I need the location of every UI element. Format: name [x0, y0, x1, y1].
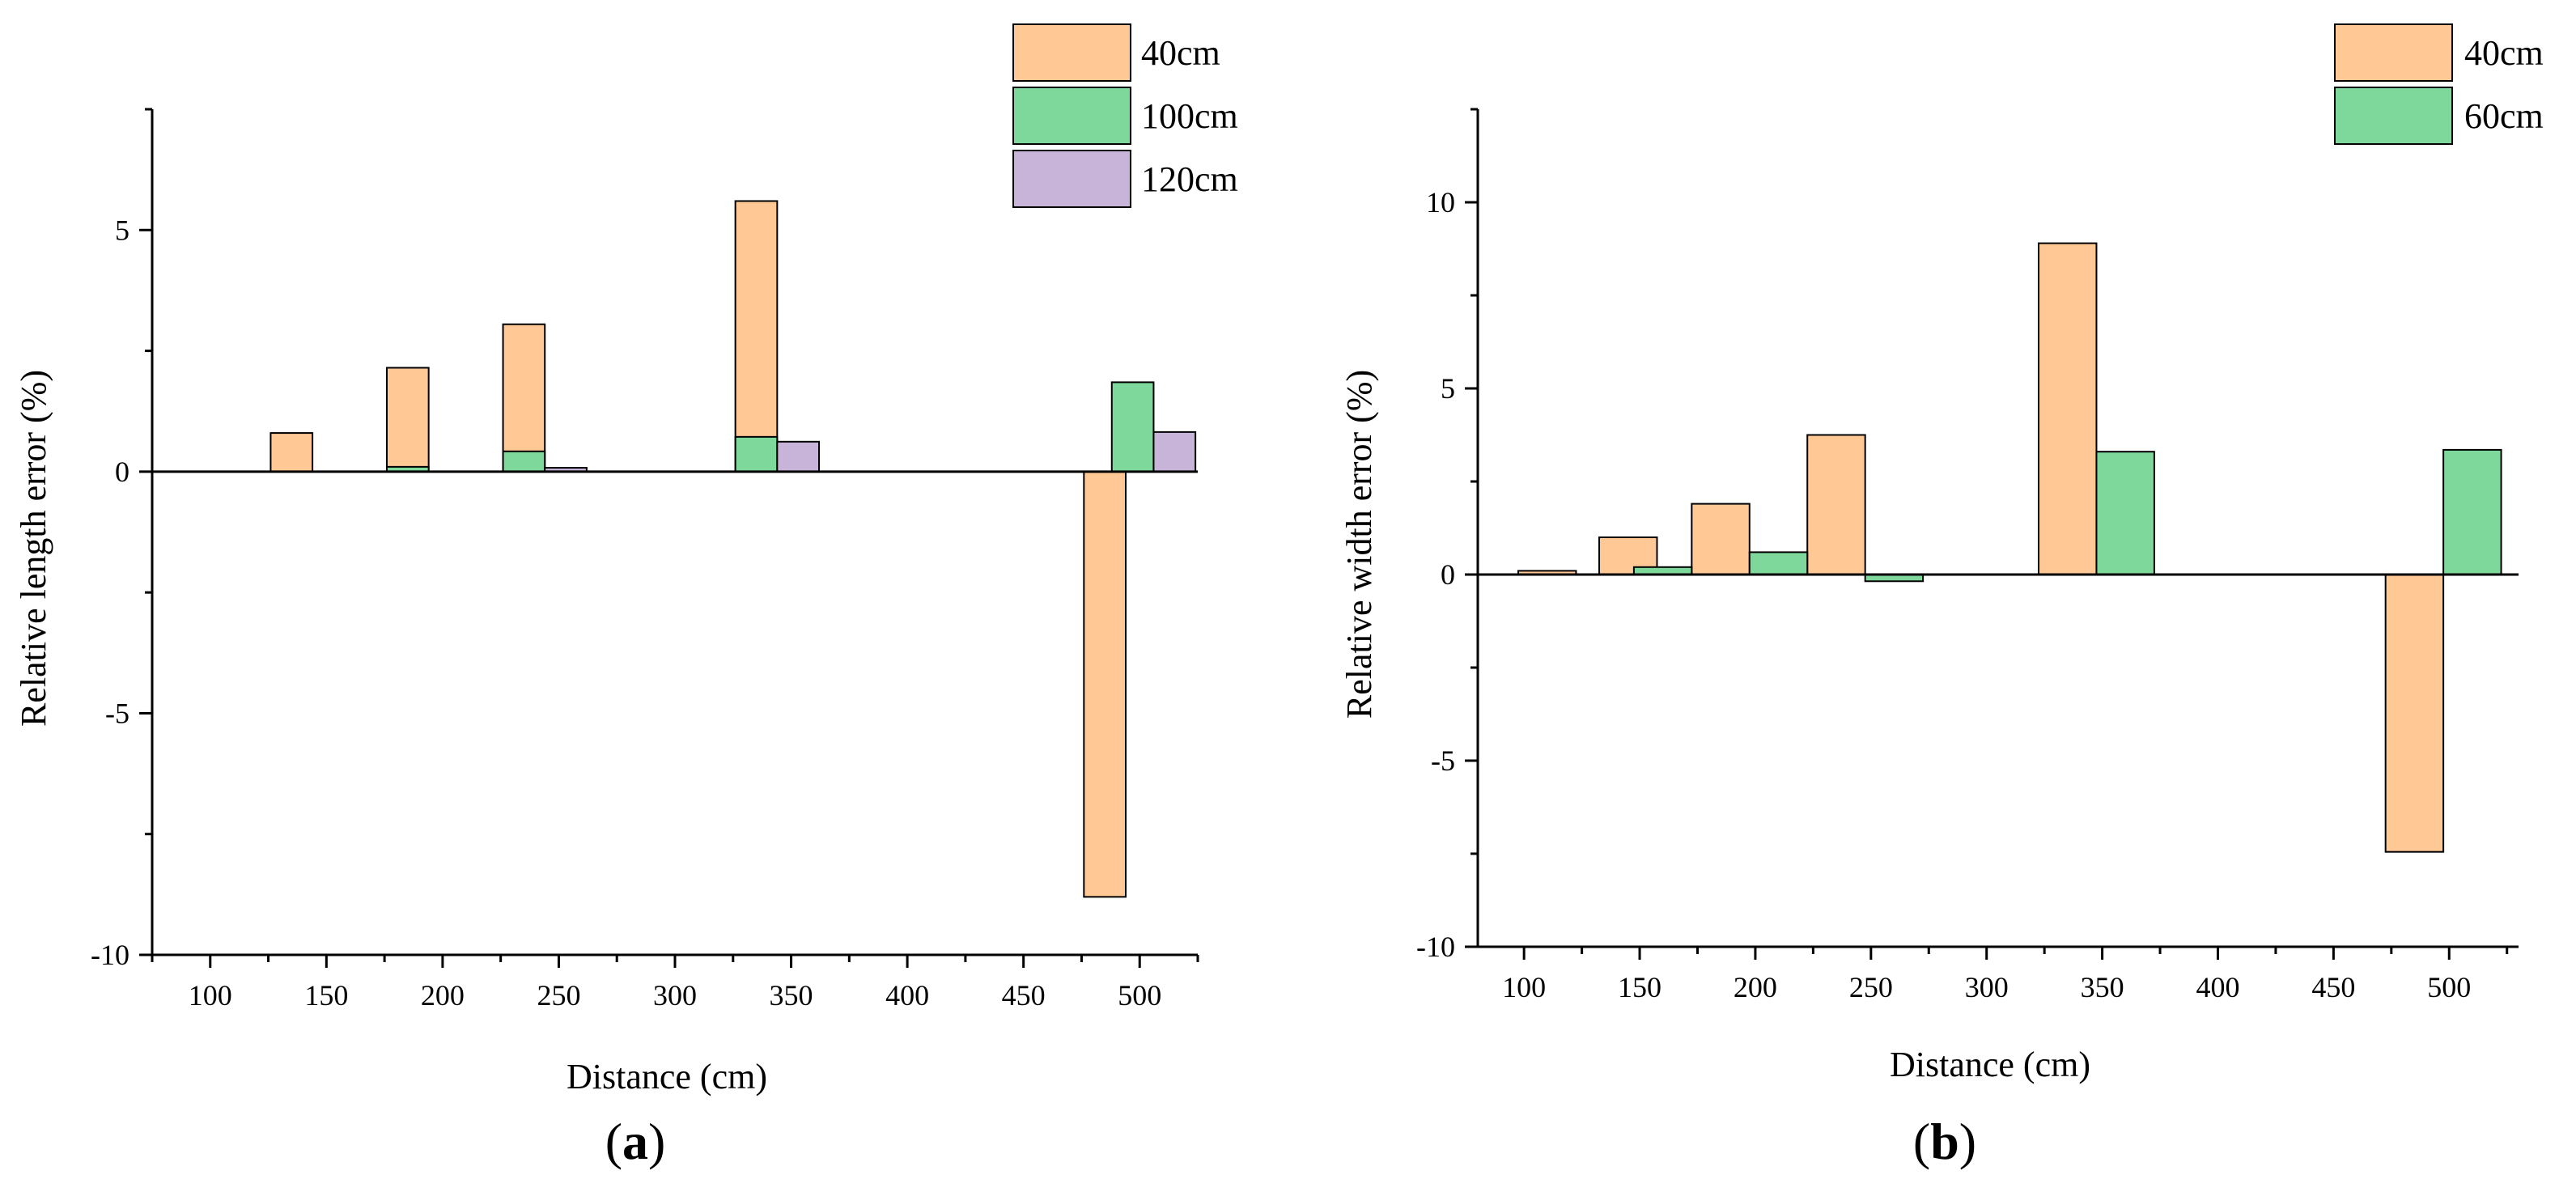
- legend-label: 120cm: [1141, 159, 1238, 199]
- bar-100cm-235: [502, 450, 546, 473]
- legend-swatch-60cm: [2334, 87, 2453, 145]
- legend-label: 100cm: [1141, 96, 1238, 136]
- bar-120cm-353: [776, 440, 821, 473]
- y-tick-label: -5: [105, 697, 129, 729]
- x-tick-label: 200: [1734, 971, 1777, 1003]
- panel-label: (a): [605, 1113, 666, 1170]
- x-tick-label: 350: [2081, 971, 2124, 1003]
- bar-60cm-510: [2442, 448, 2502, 576]
- panel-b: -10 -5 0 5 10 100 150 200 250 300 350 400 450 500 Dist…: [1339, 23, 2544, 1170]
- bar-40cm-485: [2384, 574, 2445, 853]
- x-tick-label: 150: [1618, 971, 1661, 1003]
- x-tick-label: 350: [770, 979, 813, 1012]
- x-axis-title: Distance (cm): [567, 1057, 767, 1096]
- y-tick-label: -10: [1416, 931, 1455, 963]
- y-tick-label: 0: [115, 456, 129, 488]
- y-tick-label: -10: [91, 939, 129, 971]
- bar-40cm-335: [2038, 242, 2098, 575]
- legend: 40cm 100cm 120cm: [1012, 23, 1238, 208]
- x-tick-label: 500: [1118, 979, 1161, 1012]
- bar-40cm-335: [734, 200, 779, 473]
- x-tick-label: 400: [885, 979, 929, 1012]
- legend-swatch-40cm: [1012, 23, 1131, 82]
- bar-40cm-135: [269, 432, 314, 473]
- x-tick-label: 250: [537, 979, 580, 1012]
- legend-label: 60cm: [2464, 96, 2544, 136]
- x-axis-title: Distance (cm): [1890, 1045, 2090, 1084]
- x-tick-label: 200: [421, 979, 465, 1012]
- y-tick-label: 0: [1441, 558, 1455, 591]
- y-tick-label: 5: [1441, 372, 1455, 405]
- x-tick-label: 450: [2311, 971, 2355, 1003]
- bar-60cm-210: [1748, 551, 1809, 576]
- x-tick-label: 300: [1965, 971, 2009, 1003]
- y-axis-title: Relative width error (%): [1339, 370, 1379, 719]
- x-tick-label: 250: [1849, 971, 1893, 1003]
- x-tick-label: 400: [2196, 971, 2239, 1003]
- y-tick-label: 10: [1426, 186, 1455, 218]
- bar-40cm-185: [385, 367, 430, 473]
- bar-120cm-515: [1152, 430, 1197, 473]
- legend: 40cm 60cm: [2334, 23, 2544, 145]
- legend-label: 40cm: [2464, 33, 2544, 73]
- x-tick-label: 500: [2427, 971, 2471, 1003]
- y-tick-label: 5: [115, 214, 129, 246]
- x-tick-label: 300: [653, 979, 697, 1012]
- legend-swatch-120cm: [1012, 150, 1131, 208]
- x-tick-label: 150: [304, 979, 348, 1012]
- legend-label: 40cm: [1141, 33, 1220, 73]
- bar-60cm-360: [2095, 451, 2155, 576]
- panel-label: (b): [1913, 1113, 1976, 1170]
- bar-100cm-335: [734, 435, 779, 473]
- bar-100cm-497: [1110, 381, 1155, 473]
- legend-swatch-40cm: [2334, 23, 2453, 82]
- y-axis-title: Relative length error (%): [14, 370, 53, 727]
- bar-40cm-485: [1083, 470, 1127, 898]
- x-tick-label: 100: [189, 979, 232, 1012]
- panel-a: -10 -5 0 5 100 150 200 250 300 350 400 450 500 Distan…: [14, 23, 1238, 1170]
- bar-40cm-235: [1806, 434, 1866, 575]
- x-tick-label: 450: [1002, 979, 1046, 1012]
- bar-40cm-185: [1691, 503, 1751, 575]
- bar-40cm-235: [502, 323, 546, 473]
- y-tick-label: -5: [1431, 744, 1455, 777]
- x-tick-label: 100: [1502, 971, 1546, 1003]
- legend-swatch-100cm: [1012, 87, 1131, 145]
